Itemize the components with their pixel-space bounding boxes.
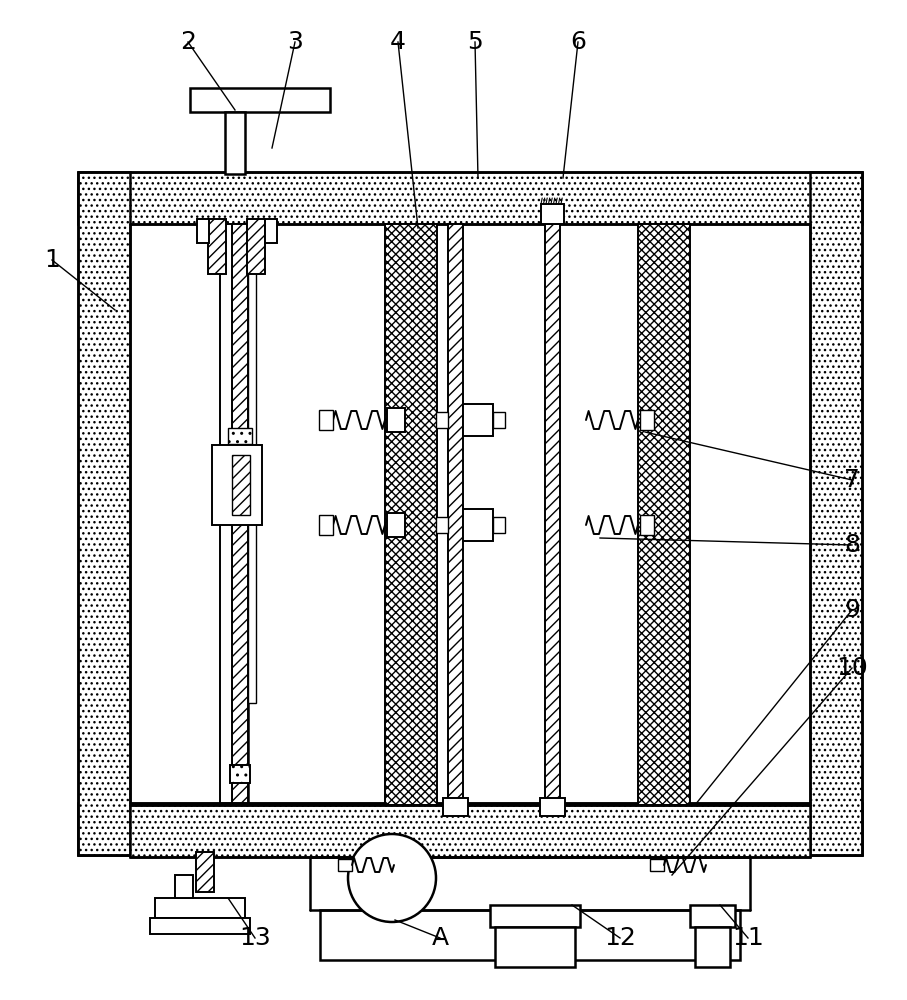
Bar xyxy=(640,515,654,535)
Bar xyxy=(638,224,690,805)
Bar xyxy=(319,410,333,430)
Bar xyxy=(230,765,250,783)
Bar xyxy=(196,852,214,892)
Bar xyxy=(197,219,209,243)
Bar xyxy=(695,927,730,967)
Bar xyxy=(540,798,565,816)
Bar xyxy=(338,859,352,871)
Bar xyxy=(190,88,330,112)
Bar xyxy=(463,509,493,541)
Bar xyxy=(640,410,654,430)
Bar xyxy=(490,905,580,927)
Bar xyxy=(248,224,256,703)
Text: 9: 9 xyxy=(844,598,860,622)
Bar xyxy=(493,412,505,428)
Bar xyxy=(78,803,862,855)
Circle shape xyxy=(348,834,436,922)
Text: 7: 7 xyxy=(844,468,860,492)
Bar xyxy=(220,224,232,803)
Text: 11: 11 xyxy=(732,926,764,950)
Bar xyxy=(690,905,735,927)
Text: 4: 4 xyxy=(390,30,406,54)
Text: 8: 8 xyxy=(844,533,860,557)
Bar xyxy=(463,404,493,436)
Text: 10: 10 xyxy=(836,656,868,680)
Text: 12: 12 xyxy=(604,926,636,950)
Bar xyxy=(541,204,564,224)
Text: 5: 5 xyxy=(467,30,483,54)
Bar xyxy=(78,172,130,855)
Bar xyxy=(319,515,333,535)
Bar xyxy=(247,219,265,274)
Bar xyxy=(232,224,248,803)
Bar xyxy=(212,445,262,525)
Bar xyxy=(320,910,740,960)
Bar xyxy=(810,172,862,855)
Bar xyxy=(495,927,575,967)
Bar xyxy=(387,408,405,432)
Text: 2: 2 xyxy=(180,30,196,54)
Bar xyxy=(225,112,245,174)
Bar xyxy=(150,918,250,934)
Bar xyxy=(208,219,226,274)
Bar xyxy=(493,517,505,533)
Bar xyxy=(650,859,664,871)
Bar xyxy=(130,805,810,857)
Bar xyxy=(385,224,437,805)
Bar xyxy=(265,219,277,243)
Bar xyxy=(175,875,193,898)
Bar xyxy=(228,428,252,444)
Bar xyxy=(443,798,468,816)
Bar xyxy=(232,455,250,515)
Bar xyxy=(448,224,463,803)
Bar xyxy=(436,517,448,533)
Bar xyxy=(155,898,245,918)
Text: A: A xyxy=(432,926,449,950)
Bar xyxy=(545,224,560,803)
Bar xyxy=(436,412,448,428)
Bar xyxy=(78,172,862,224)
Bar xyxy=(387,513,405,537)
Text: 1: 1 xyxy=(44,248,60,272)
Text: 13: 13 xyxy=(239,926,271,950)
Text: 6: 6 xyxy=(570,30,586,54)
Text: 3: 3 xyxy=(287,30,303,54)
